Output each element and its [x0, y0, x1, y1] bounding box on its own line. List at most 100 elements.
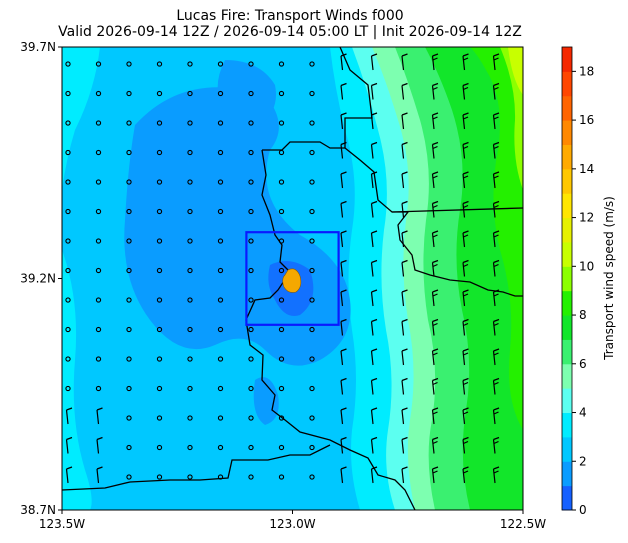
calm-wind-marker [309, 149, 315, 156]
calm-wind-marker [217, 61, 224, 67]
calm-wind-marker [156, 61, 163, 67]
wind-barb [401, 141, 408, 159]
wind-barb [401, 436, 408, 454]
colorbar [561, 46, 573, 511]
calm-wind-marker [65, 61, 71, 67]
calm-wind-marker [156, 356, 163, 362]
calm-wind-marker [217, 326, 224, 333]
calm-wind-marker [126, 90, 132, 97]
calm-wind-marker [126, 149, 132, 156]
calm-wind-marker [217, 297, 224, 303]
calm-wind-marker [126, 297, 132, 303]
calm-wind-marker [156, 149, 163, 156]
wind-barb [340, 230, 347, 248]
x-axis: 123.5W 123.0W 122.5W [39, 510, 546, 531]
wind-barb [340, 171, 347, 189]
colorbar-level [562, 241, 572, 267]
colorbar-level [562, 339, 572, 365]
wind-barb [462, 407, 469, 425]
calm-wind-marker [278, 385, 285, 392]
wind-barb [401, 112, 408, 130]
calm-wind-marker [95, 267, 102, 274]
colorbar-level [562, 315, 572, 340]
calm-wind-marker [187, 208, 193, 215]
calm-wind-marker [217, 120, 224, 126]
wind-barb [492, 407, 500, 425]
calm-wind-marker [309, 267, 315, 274]
wind-barb [370, 436, 378, 454]
calm-wind-marker [156, 208, 163, 215]
calm-wind-marker [278, 90, 285, 97]
colorbar-tick-label: 16 [579, 113, 594, 127]
colorbar-tick-label: 18 [579, 64, 594, 78]
wind-barb [492, 466, 500, 484]
calm-wind-marker [309, 356, 315, 362]
wind-barb [340, 289, 347, 307]
calm-wind-marker [156, 444, 163, 451]
wind-barb [431, 53, 439, 71]
calm-wind-marker [126, 356, 132, 362]
wind-barb [462, 348, 469, 366]
calm-wind-marker [217, 90, 224, 97]
wind-barb [431, 407, 439, 425]
calm-wind-marker [187, 120, 193, 126]
calm-wind-marker [248, 120, 254, 126]
calm-wind-marker [126, 444, 132, 451]
calm-wind-marker [65, 267, 71, 274]
wind-barb [370, 289, 378, 307]
calm-wind-marker [217, 179, 224, 185]
calm-wind-marker [95, 90, 102, 97]
calm-wind-marker [309, 238, 315, 244]
calm-wind-marker [126, 415, 132, 421]
calm-wind-marker [278, 326, 285, 333]
colorbar-tick-label: 0 [579, 503, 587, 517]
wind-barb [492, 348, 500, 366]
wind-barb [431, 289, 439, 307]
wind-barb [65, 407, 73, 425]
wind-barb [401, 466, 408, 484]
calm-wind-marker [95, 149, 102, 156]
colorbar-level [562, 485, 572, 511]
wind-barb [431, 200, 439, 218]
wind-barb [492, 200, 500, 218]
colorbar-level [562, 266, 572, 292]
calm-wind-marker [187, 61, 193, 67]
calm-wind-marker [187, 267, 193, 274]
wind-barb [340, 200, 347, 218]
wind-barb [370, 200, 378, 218]
calm-wind-marker [217, 238, 224, 244]
wind-barb [492, 289, 500, 307]
wind-barb [462, 318, 469, 336]
calm-wind-marker [156, 267, 163, 274]
fire-layer [245, 231, 340, 326]
calm-wind-marker [187, 238, 193, 244]
colorbar-level [562, 193, 572, 219]
calm-wind-marker [156, 120, 163, 126]
wind-barb [401, 82, 408, 100]
calm-wind-marker [65, 90, 71, 97]
calm-wind-marker [278, 149, 285, 156]
calm-wind-marker [278, 297, 285, 303]
calm-wind-marker [187, 326, 193, 333]
colorbar-tick-label: 12 [579, 211, 594, 225]
calm-wind-marker [217, 149, 224, 156]
calm-wind-marker [217, 267, 224, 274]
calm-wind-marker [248, 267, 254, 274]
wind-barb [492, 318, 500, 336]
calm-wind-marker [126, 385, 132, 392]
calm-wind-marker [278, 444, 285, 451]
wind-barb [370, 82, 378, 100]
calm-wind-marker [248, 356, 254, 362]
calm-wind-marker [217, 474, 224, 480]
calm-wind-marker [248, 326, 254, 333]
calm-wind-marker [187, 297, 193, 303]
wind-barb [340, 407, 347, 425]
wind-barbs [65, 53, 500, 484]
calm-wind-marker [65, 326, 71, 333]
wind-barb [340, 466, 347, 484]
wind-speed-contours [62, 47, 523, 510]
calm-wind-marker [248, 179, 254, 185]
calm-wind-marker [187, 356, 193, 362]
calm-wind-marker [187, 415, 193, 421]
